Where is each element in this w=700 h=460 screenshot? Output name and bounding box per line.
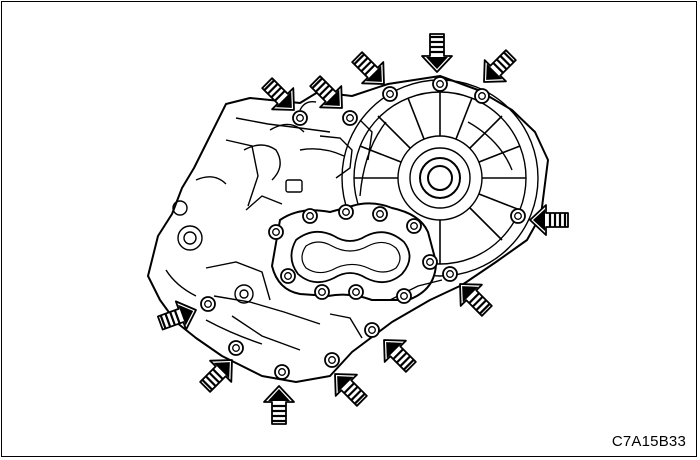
cover-bolt-marker: [348, 284, 364, 300]
cover-bolt-marker: [338, 204, 354, 220]
bolt-marker: [510, 208, 526, 224]
bolt-location-arrow-icon: [372, 328, 423, 379]
bell-housing-ribs: [341, 79, 539, 277]
cover-bolt-marker: [372, 206, 388, 222]
bolt-marker: [292, 110, 308, 126]
cover-bolt-marker: [406, 218, 422, 234]
cover-bolt-marker: [314, 284, 330, 300]
bolt-marker: [474, 88, 490, 104]
bolt-marker: [324, 352, 340, 368]
cover-bolt-marker: [302, 208, 318, 224]
bolt-location-arrow-icon: [420, 32, 454, 74]
bolt-marker: [382, 86, 398, 102]
cover-bolt-marker: [280, 268, 296, 284]
bolt-marker: [442, 266, 458, 282]
bolt-marker: [432, 76, 448, 92]
case-castings: [165, 100, 443, 351]
bolt-marker: [200, 296, 216, 312]
bolt-marker: [364, 322, 380, 338]
bolt-marker: [228, 340, 244, 356]
bolt-location-arrow-icon: [262, 384, 296, 426]
cover-bolt-marker: [396, 288, 412, 304]
cover-bolt-marker: [422, 254, 438, 270]
bolt-marker: [274, 364, 290, 380]
bolt-marker: [342, 110, 358, 126]
bolt-location-arrow-icon: [472, 43, 523, 94]
cover-bolt-marker: [268, 224, 284, 240]
figure-code: C7A15B33: [611, 433, 686, 450]
